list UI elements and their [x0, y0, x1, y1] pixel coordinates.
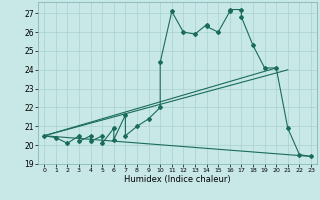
- X-axis label: Humidex (Indice chaleur): Humidex (Indice chaleur): [124, 175, 231, 184]
